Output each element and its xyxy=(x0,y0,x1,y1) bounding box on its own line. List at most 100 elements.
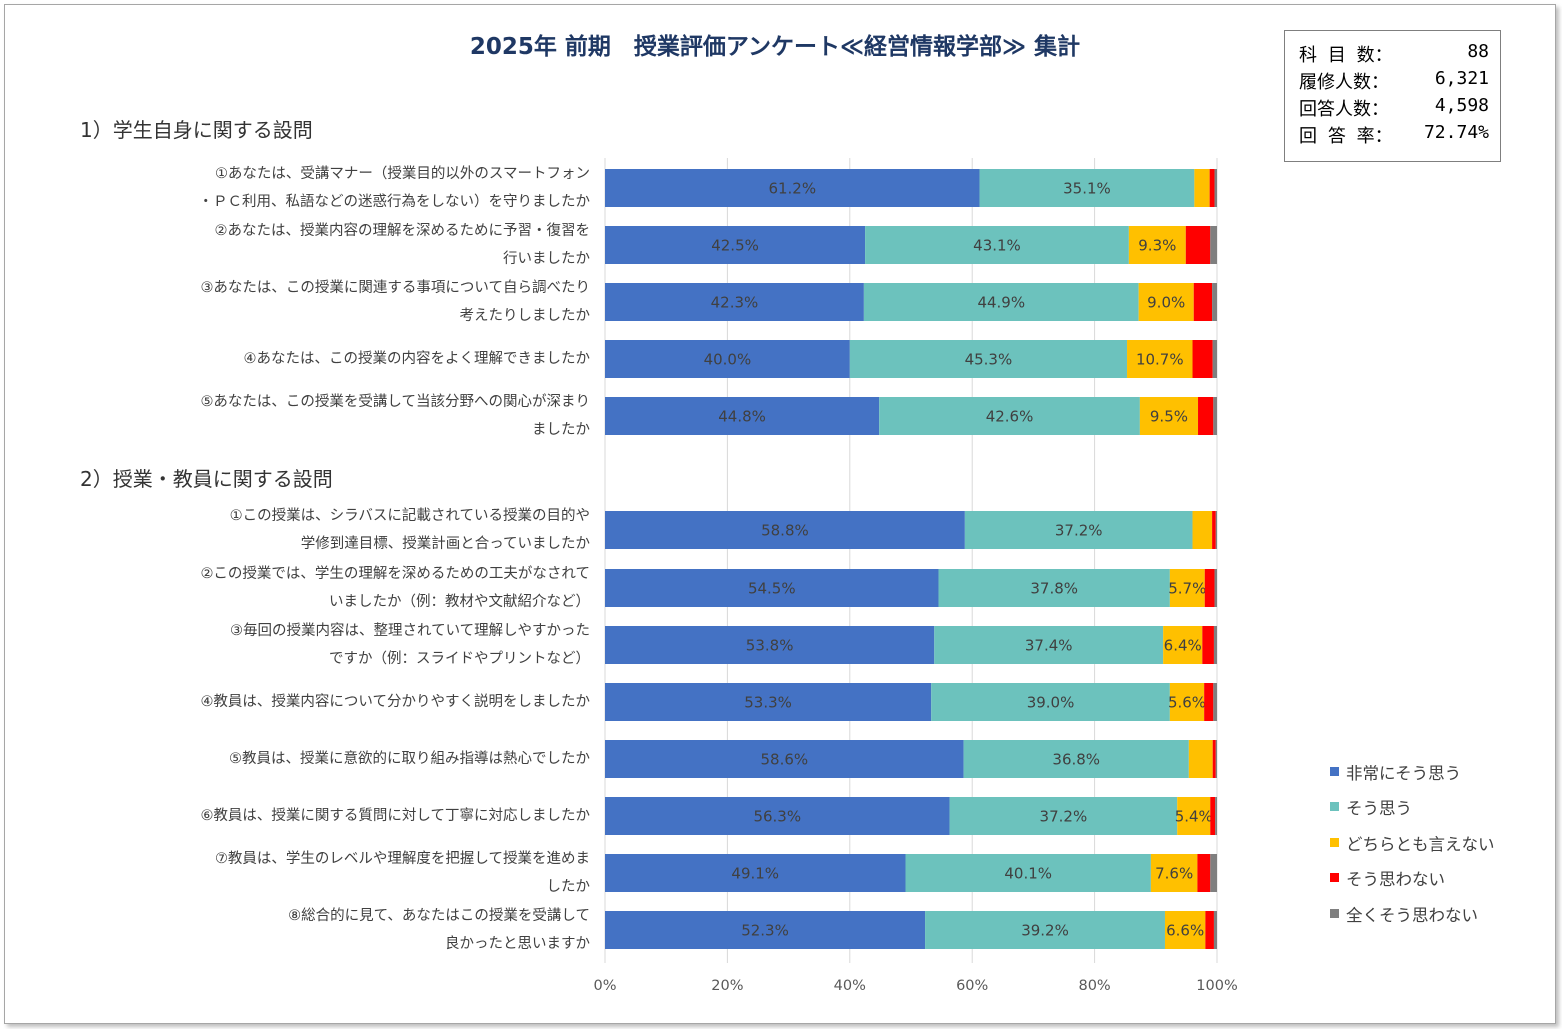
bar-segment xyxy=(865,226,1129,264)
bar-segment xyxy=(863,283,1139,321)
bar-segment xyxy=(1210,226,1217,264)
legend-label: そう思う xyxy=(1346,799,1412,818)
bar-segment xyxy=(1212,740,1216,778)
bar-segment xyxy=(605,226,866,264)
x-tick-label: 60% xyxy=(956,978,988,994)
bar-segment xyxy=(1213,911,1217,949)
data-label: 37.4% xyxy=(1025,637,1073,655)
bar-segment xyxy=(605,911,926,949)
bar-segment xyxy=(1213,626,1217,664)
x-tick-label: 100% xyxy=(1196,978,1237,994)
data-label: 52.3% xyxy=(741,922,789,940)
stat-label: 回 答 率： xyxy=(1299,126,1393,147)
bar-segment xyxy=(1127,340,1193,378)
stat-label: 回答人数： xyxy=(1299,99,1389,120)
category-label: ⑥教員は、授業に関する質問に対して丁寧に対応しましたか xyxy=(200,808,590,824)
stat-response-rate: 回 答 率： 72.74% xyxy=(1299,122,1489,148)
data-label: 5.6% xyxy=(1168,694,1206,712)
data-label: 37.2% xyxy=(1055,522,1103,540)
legend-item-disagree: そう思わない xyxy=(1330,863,1560,893)
data-label: 37.2% xyxy=(1040,808,1088,826)
category-label: ③毎回の授業内容は、整理されていて理解しやすかった ですか（例：スライドやプリン… xyxy=(230,623,590,667)
data-label: 54.5% xyxy=(748,580,796,598)
stat-label: 履修人数： xyxy=(1299,72,1389,93)
bar-segment xyxy=(931,683,1170,721)
bar-segment xyxy=(1150,854,1198,892)
bar-segment xyxy=(1204,569,1215,607)
bar-segment xyxy=(605,569,939,607)
bar-segment xyxy=(1215,740,1217,778)
stat-value: 4,598 xyxy=(1434,95,1489,116)
bar-segment xyxy=(1212,511,1216,549)
legend-swatch xyxy=(1330,838,1339,847)
bar-segment xyxy=(605,340,850,378)
stats-box: 科 目 数： 88 履修人数： 6,321 回答人数： 4,598 回 答 率： 72.… xyxy=(1284,30,1501,162)
bar-segment xyxy=(605,626,935,664)
bar-segment xyxy=(1198,397,1214,435)
section-heading-students: 1）学生自身に関する設問 xyxy=(80,118,313,142)
category-label: ⑤教員は、授業に意欲的に取り組み指導は熱心でしたか xyxy=(229,751,590,767)
x-tick-label: 80% xyxy=(1078,978,1110,994)
bar-segment xyxy=(964,511,1193,549)
bar-segment xyxy=(1128,226,1186,264)
legend-item-strongly-disagree: 全くそう思わない xyxy=(1330,899,1560,929)
legend-label: 非常にそう思う xyxy=(1346,764,1462,783)
category-label: ⑤あなたは、この授業を受講して当該分野への関心が深まり ましたか xyxy=(200,394,590,438)
data-label: 5.4% xyxy=(1175,808,1213,826)
data-label: 45.3% xyxy=(965,351,1013,369)
data-label: 53.3% xyxy=(744,694,792,712)
bar-segment xyxy=(1214,569,1217,607)
bar-segment xyxy=(605,511,965,549)
bar-segment xyxy=(1185,226,1211,264)
bar-segment xyxy=(605,169,980,207)
category-label: ③あなたは、この授業に関連する事項について自ら調べたり 考えたりしましたか xyxy=(200,280,590,324)
bar-segment xyxy=(1139,397,1199,435)
data-label: 44.9% xyxy=(977,294,1025,312)
bar-segment xyxy=(605,283,864,321)
legend-swatch xyxy=(1330,802,1339,811)
bar-segment xyxy=(1202,626,1214,664)
data-label: 35.1% xyxy=(1063,180,1111,198)
bar-segment xyxy=(1213,397,1217,435)
data-label: 36.8% xyxy=(1052,751,1100,769)
data-label: 5.7% xyxy=(1168,580,1206,598)
bar-segment xyxy=(1213,683,1217,721)
data-label: 53.8% xyxy=(746,637,794,655)
data-label: 43.1% xyxy=(973,237,1021,255)
bar-segment xyxy=(1194,169,1210,207)
data-label: 58.6% xyxy=(760,751,808,769)
data-label: 58.8% xyxy=(761,522,809,540)
data-label: 42.6% xyxy=(986,408,1034,426)
data-label: 40.1% xyxy=(1004,865,1052,883)
bar-segment xyxy=(1215,797,1217,835)
bar-segment xyxy=(605,854,906,892)
bar-segment xyxy=(1214,169,1217,207)
data-label: 7.6% xyxy=(1155,865,1193,883)
data-label: 6.6% xyxy=(1166,922,1204,940)
bar-segment xyxy=(1215,511,1217,549)
legend-item-agree: そう思う xyxy=(1330,792,1560,822)
legend-item-very-agree: 非常にそう思う xyxy=(1330,757,1560,787)
bar-segment xyxy=(934,626,1164,664)
stat-respondents: 回答人数： 4,598 xyxy=(1299,95,1489,121)
chart-title: 2025年 前期 授業評価アンケート≪経営情報学部≫ 集計 xyxy=(469,34,1081,60)
stat-value: 88 xyxy=(1467,41,1489,62)
bar-segment xyxy=(1212,283,1217,321)
bar-segment xyxy=(1164,911,1206,949)
data-label: 6.4% xyxy=(1164,637,1202,655)
bar-segment xyxy=(849,340,1128,378)
data-label: 40.0% xyxy=(704,351,752,369)
data-label: 9.0% xyxy=(1147,294,1185,312)
x-tick-label: 40% xyxy=(834,978,866,994)
stat-value: 6,321 xyxy=(1434,68,1489,89)
bar-segment xyxy=(963,740,1189,778)
data-label: 42.3% xyxy=(711,294,759,312)
bar-segment xyxy=(879,397,1140,435)
data-label: 10.7% xyxy=(1136,351,1184,369)
bar-segment xyxy=(605,740,964,778)
data-label: 39.2% xyxy=(1021,922,1069,940)
category-label: ②あなたは、授業内容の理解を深めるために予習・復習を 行いましたか xyxy=(214,223,591,267)
stat-subject-count: 科 目 数： 88 xyxy=(1299,41,1489,67)
bar-segment xyxy=(1177,797,1211,835)
